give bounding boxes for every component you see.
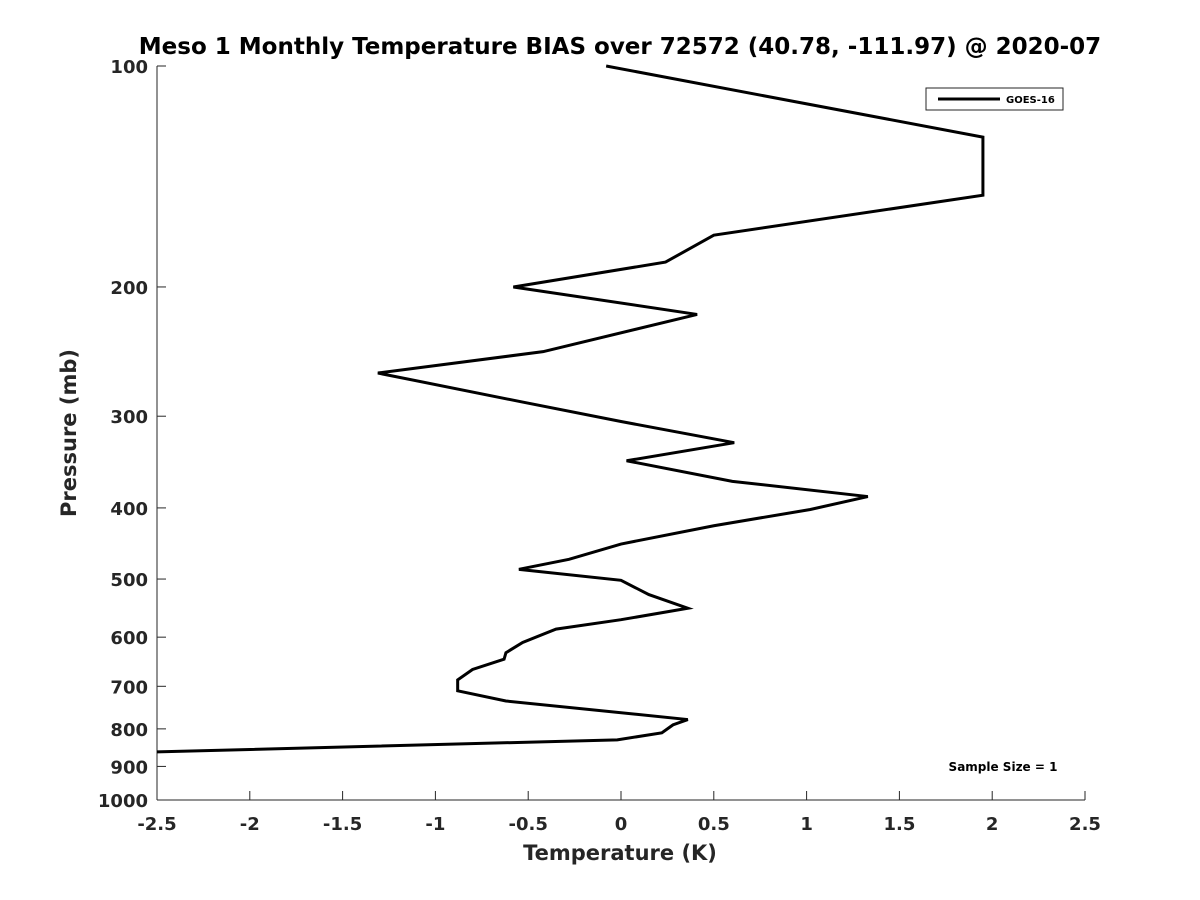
x-tick-label: -2 xyxy=(240,814,260,835)
x-tick-label: 1 xyxy=(800,814,813,835)
x-tick-label: 2 xyxy=(986,814,999,835)
legend-entry-goes-16: GOES-16 xyxy=(1006,95,1055,106)
x-tick-label: -1 xyxy=(425,814,445,835)
y-tick-label: 900 xyxy=(110,757,148,778)
y-tick-label: 500 xyxy=(110,570,148,591)
x-axis-ticks: -2.5 -2 -1.5 -1 -0.5 0 0.5 1 1.5 2 2.5 xyxy=(137,791,1101,835)
y-axis-ticks: 100 200 300 400 500 600 700 800 900 1000 xyxy=(98,57,166,812)
x-tick-label: -1.5 xyxy=(323,814,362,835)
legend: GOES-16 xyxy=(925,87,1064,111)
y-tick-label: 1000 xyxy=(98,791,148,812)
sample-size-annotation: Sample Size = 1 xyxy=(949,760,1058,774)
y-tick-label: 300 xyxy=(110,407,148,428)
x-tick-label: 0.5 xyxy=(698,814,730,835)
y-tick-label: 800 xyxy=(110,720,148,741)
x-tick-label: -2.5 xyxy=(137,814,176,835)
y-tick-label: 700 xyxy=(110,677,148,698)
x-tick-label: 1.5 xyxy=(883,814,915,835)
x-axis-label: Temperature (K) xyxy=(523,841,717,865)
y-tick-label: 100 xyxy=(110,57,148,78)
y-axis-label: Pressure (mb) xyxy=(57,349,81,517)
x-tick-label: 0 xyxy=(615,814,628,835)
y-tick-label: 200 xyxy=(110,278,148,299)
x-tick-label: -0.5 xyxy=(509,814,548,835)
series-line-goes-16 xyxy=(156,64,985,754)
chart-title: Meso 1 Monthly Temperature BIAS over 725… xyxy=(139,34,1101,60)
y-tick-label: 600 xyxy=(110,628,148,649)
y-tick-label: 400 xyxy=(110,499,148,520)
series-layer xyxy=(156,64,985,754)
x-tick-label: 2.5 xyxy=(1069,814,1101,835)
